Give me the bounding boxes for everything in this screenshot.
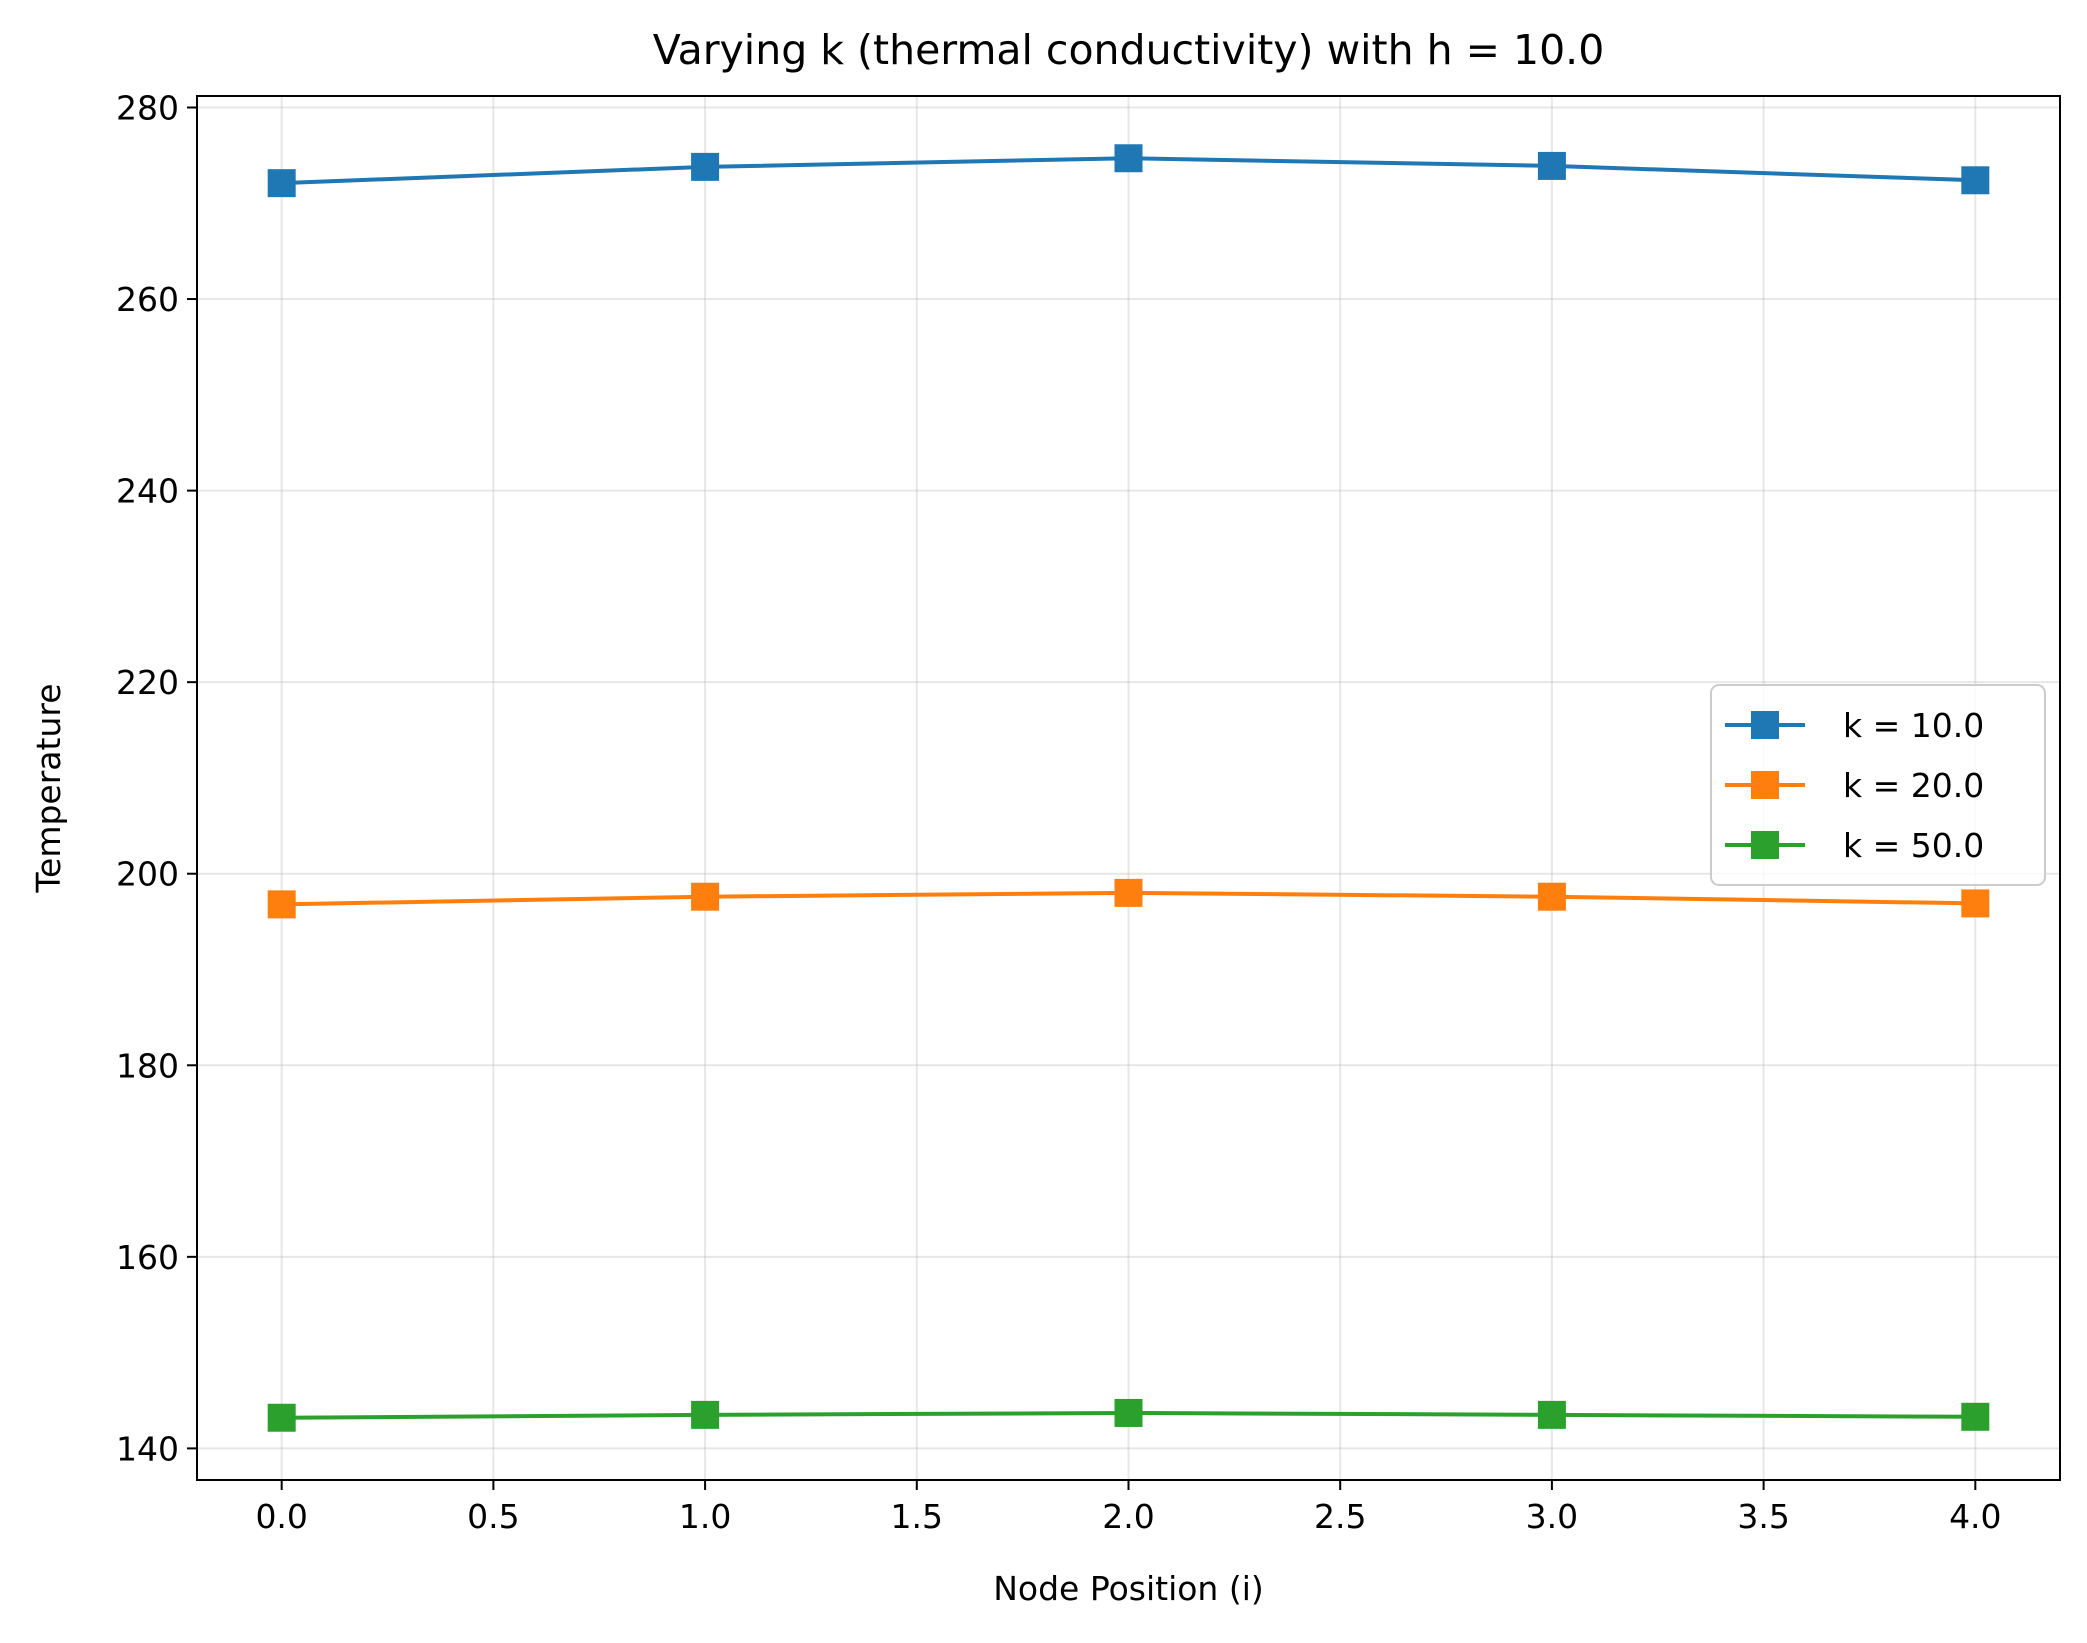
- x-ticks: 0.0 0.5 1.0 1.5 2.0 2.5 3.0 3.5 4.0: [255, 1480, 2002, 1536]
- legend-label: k = 20.0: [1843, 766, 1984, 805]
- legend-marker: [1751, 831, 1779, 859]
- legend-entry: k = 10.0: [1725, 706, 1984, 745]
- data-point-marker: [1537, 151, 1566, 180]
- chart-title: Varying k (thermal conductivity) with h …: [653, 26, 1605, 74]
- y-ticks: 140 160 180 200 220 240 260 280: [116, 88, 197, 1468]
- y-tick-label: 240: [116, 472, 179, 511]
- legend-marker: [1751, 771, 1779, 799]
- data-point-marker: [1537, 882, 1566, 911]
- x-tick-label: 2.5: [1314, 1497, 1366, 1536]
- series-layer: [267, 144, 1990, 1432]
- y-tick-label: 140: [116, 1429, 179, 1468]
- data-point-marker: [1961, 889, 1990, 918]
- data-point-marker: [1114, 1398, 1143, 1427]
- legend-entry: k = 20.0: [1725, 766, 1984, 805]
- y-tick-label: 220: [116, 663, 179, 702]
- grid-lines: [197, 96, 2060, 1480]
- legend-box: [1710, 684, 2046, 886]
- x-tick-label: 0.5: [467, 1497, 519, 1536]
- x-tick-label: 3.0: [1526, 1497, 1578, 1536]
- x-tick-label: 3.5: [1737, 1497, 1789, 1536]
- series-3: [267, 1398, 1990, 1432]
- data-point-marker: [691, 882, 720, 911]
- x-tick-label: 2.0: [1102, 1497, 1154, 1536]
- x-tick-label: 4.0: [1949, 1497, 2001, 1536]
- legend: k = 10.0 k = 20.0 k = 50.0: [1710, 684, 2046, 886]
- y-tick-label: 260: [116, 280, 179, 319]
- series-2: [267, 878, 1990, 919]
- y-tick-label: 160: [116, 1238, 179, 1277]
- y-axis-label: Temperature: [29, 683, 68, 893]
- x-tick-label: 1.5: [891, 1497, 943, 1536]
- series-1: [267, 144, 1990, 198]
- legend-label: k = 10.0: [1843, 706, 1984, 745]
- y-tick-label: 180: [116, 1046, 179, 1085]
- x-tick-label: 1.0: [679, 1497, 731, 1536]
- legend-marker: [1751, 711, 1779, 739]
- legend-entry: k = 50.0: [1725, 826, 1984, 865]
- data-point-marker: [1114, 144, 1143, 173]
- data-point-marker: [1114, 878, 1143, 907]
- data-point-marker: [1961, 1402, 1990, 1431]
- x-axis-label: Node Position (i): [993, 1569, 1264, 1608]
- y-tick-label: 280: [116, 88, 179, 127]
- x-tick-label: 0.0: [255, 1497, 307, 1536]
- data-point-marker: [267, 890, 296, 919]
- data-point-marker: [1961, 166, 1990, 195]
- data-point-marker: [267, 1403, 296, 1432]
- data-point-marker: [267, 169, 296, 198]
- legend-label: k = 50.0: [1843, 826, 1984, 865]
- data-point-marker: [1537, 1400, 1566, 1429]
- data-point-marker: [691, 152, 720, 181]
- y-tick-label: 200: [116, 855, 179, 894]
- data-point-marker: [691, 1400, 720, 1429]
